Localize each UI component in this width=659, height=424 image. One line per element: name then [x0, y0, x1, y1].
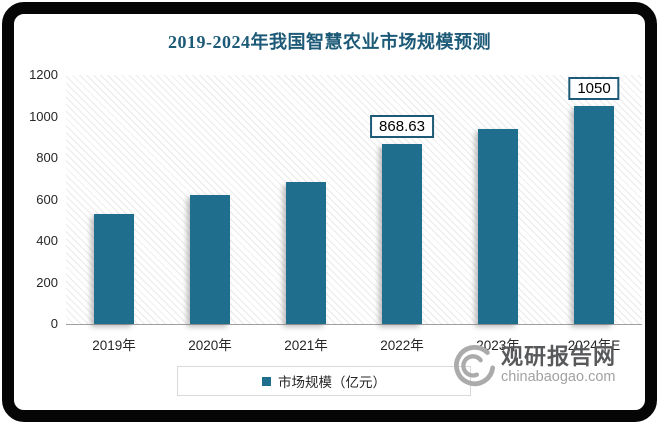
watermark-text: 观研报告网 chinabaogao.com	[501, 344, 616, 386]
x-axis-label: 2020年	[188, 338, 232, 353]
bar	[286, 182, 326, 324]
legend-label: 市场规模（亿元）	[278, 375, 386, 390]
plot-area: 868.63 1050	[66, 75, 642, 325]
legend-swatch	[262, 376, 271, 386]
x-axis-label: 2024年E	[567, 338, 621, 353]
y-tick-label: 0	[50, 316, 58, 331]
y-tick-label: 400	[36, 233, 58, 248]
y-tick-label: 800	[36, 150, 58, 165]
bar-column: 1050	[546, 75, 642, 324]
bar-column	[258, 75, 354, 324]
watermark-swirl-logo-icon	[452, 344, 496, 393]
y-tick-label: 600	[36, 191, 58, 207]
bar-column	[66, 75, 162, 324]
bar-value-label: 868.63	[370, 114, 434, 138]
x-axis: 2019年 2020年 2021年 2022年 2023年 2024年E	[66, 334, 642, 354]
watermark-brand: 观研报告网	[501, 344, 617, 369]
bar	[574, 106, 614, 324]
bar	[382, 143, 422, 324]
x-axis-label: 2019年	[92, 338, 136, 353]
x-axis-label: 2021年	[284, 338, 328, 353]
y-tick-label: 1200	[29, 67, 58, 82]
bar-column: 868.63	[354, 75, 450, 324]
legend: 市场规模（亿元）	[177, 366, 471, 396]
bar	[190, 195, 230, 324]
watermark-domain: chinabaogao.com	[501, 369, 616, 385]
chart-title: 2019-2024年我国智慧农业市场规模预测	[168, 32, 491, 52]
bar-value-label: 1050	[568, 77, 620, 101]
y-tick-label: 1000	[29, 108, 58, 124]
bar	[478, 128, 518, 324]
x-axis-label: 2022年	[380, 338, 424, 353]
bar	[94, 214, 134, 324]
watermark: 观研报告网 chinabaogao.com	[452, 344, 616, 393]
bar-column	[450, 75, 546, 324]
y-tick-label: 200	[36, 274, 58, 290]
bar-column	[162, 75, 258, 324]
